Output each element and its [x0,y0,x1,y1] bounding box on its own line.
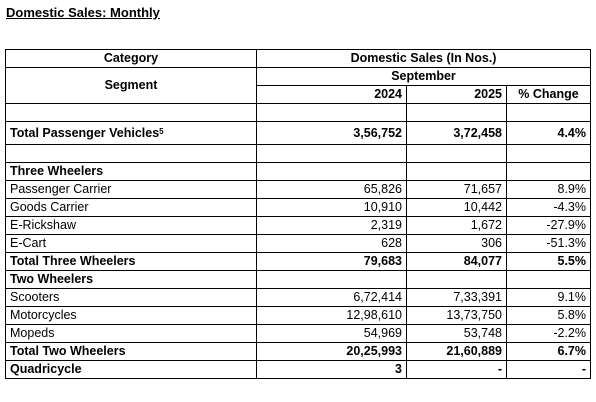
table-row: Goods Carrier 10,910 10,442 -4.3% [5,198,591,217]
row-label: E-Rickshaw [5,216,257,235]
group-label: Three Wheelers [5,162,257,181]
cell-2024: 20,25,993 [256,342,407,361]
table-row: E-Cart 628 306 -51.3% [5,234,591,253]
header-row-1: Category Domestic Sales (In Nos.) [5,49,591,68]
row-label: Goods Carrier [5,198,257,217]
page-title: Domestic Sales: Monthly [6,5,160,20]
cell-2025: 306 [406,234,507,253]
table-row-passenger-vehicles: Total Passenger Vehicles5 3,56,752 3,72,… [5,121,591,145]
table-row: Mopeds 54,969 53,748 -2.2% [5,324,591,343]
category-header: Category [5,49,257,68]
cell-2024: 3,56,752 [256,121,407,145]
group-row-two-wheelers: Two Wheelers [5,270,591,289]
table-row: Scooters 6,72,414 7,33,391 9.1% [5,288,591,307]
month-header: September [256,67,591,86]
table-row-quadricycle: Quadricycle 3 - - [5,360,591,379]
cell-change: 9.1% [506,288,591,307]
cell-2024: 3 [256,360,407,379]
total-row-three-wheelers: Total Three Wheelers 79,683 84,077 5.5% [5,252,591,271]
total-row-two-wheelers: Total Two Wheelers 20,25,993 21,60,889 6… [5,342,591,361]
cell-change: -51.3% [506,234,591,253]
cell-change: 5.5% [506,252,591,271]
cell-change: 5.8% [506,306,591,325]
cell-2025: 21,60,889 [406,342,507,361]
footnote-marker: 5 [159,126,164,136]
cell-2025: 7,33,391 [406,288,507,307]
cell-2025: 3,72,458 [406,121,507,145]
cell-2024: 628 [256,234,407,253]
domestic-sales-header: Domestic Sales (In Nos.) [256,49,591,68]
row-label: Total Two Wheelers [5,342,257,361]
cell-change: -2.2% [506,324,591,343]
row-label: Mopeds [5,324,257,343]
cell-2025: 1,672 [406,216,507,235]
row-label: E-Cart [5,234,257,253]
cell-2024: 54,969 [256,324,407,343]
row-label: Motorcycles [5,306,257,325]
cell-2024: 6,72,414 [256,288,407,307]
cell-2025: 53,748 [406,324,507,343]
row-label: Passenger Carrier [5,180,257,199]
change-header: % Change [506,85,591,104]
cell-change: - [506,360,591,379]
cell-2025: 71,657 [406,180,507,199]
year-2025-header: 2025 [406,85,507,104]
row-label: Total Three Wheelers [5,252,257,271]
domestic-sales-table: Category Domestic Sales (In Nos.) Segmen… [5,49,591,379]
cell-2024: 79,683 [256,252,407,271]
table-row: Passenger Carrier 65,826 71,657 8.9% [5,180,591,199]
group-label: Two Wheelers [5,270,257,289]
cell-2025: 84,077 [406,252,507,271]
spacer-row [5,144,591,163]
cell-change: -27.9% [506,216,591,235]
table-row: Motorcycles 12,98,610 13,73,750 5.8% [5,306,591,325]
header-row-2: Segment September [5,67,591,104]
cell-change: 6.7% [506,342,591,361]
row-label: Quadricycle [5,360,257,379]
cell-2025: 10,442 [406,198,507,217]
cell-2024: 10,910 [256,198,407,217]
cell-change: 4.4% [506,121,591,145]
cell-change: -4.3% [506,198,591,217]
table-row: E-Rickshaw 2,319 1,672 -27.9% [5,216,591,235]
cell-change: 8.9% [506,180,591,199]
cell-2025: - [406,360,507,379]
cell-2024: 65,826 [256,180,407,199]
year-2024-header: 2024 [256,85,407,104]
spacer-row [5,103,591,122]
group-row-three-wheelers: Three Wheelers [5,162,591,181]
row-label: Total Passenger Vehicles5 [5,121,257,145]
cell-2024: 2,319 [256,216,407,235]
cell-2025: 13,73,750 [406,306,507,325]
segment-header: Segment [5,67,257,104]
row-label: Scooters [5,288,257,307]
cell-2024: 12,98,610 [256,306,407,325]
